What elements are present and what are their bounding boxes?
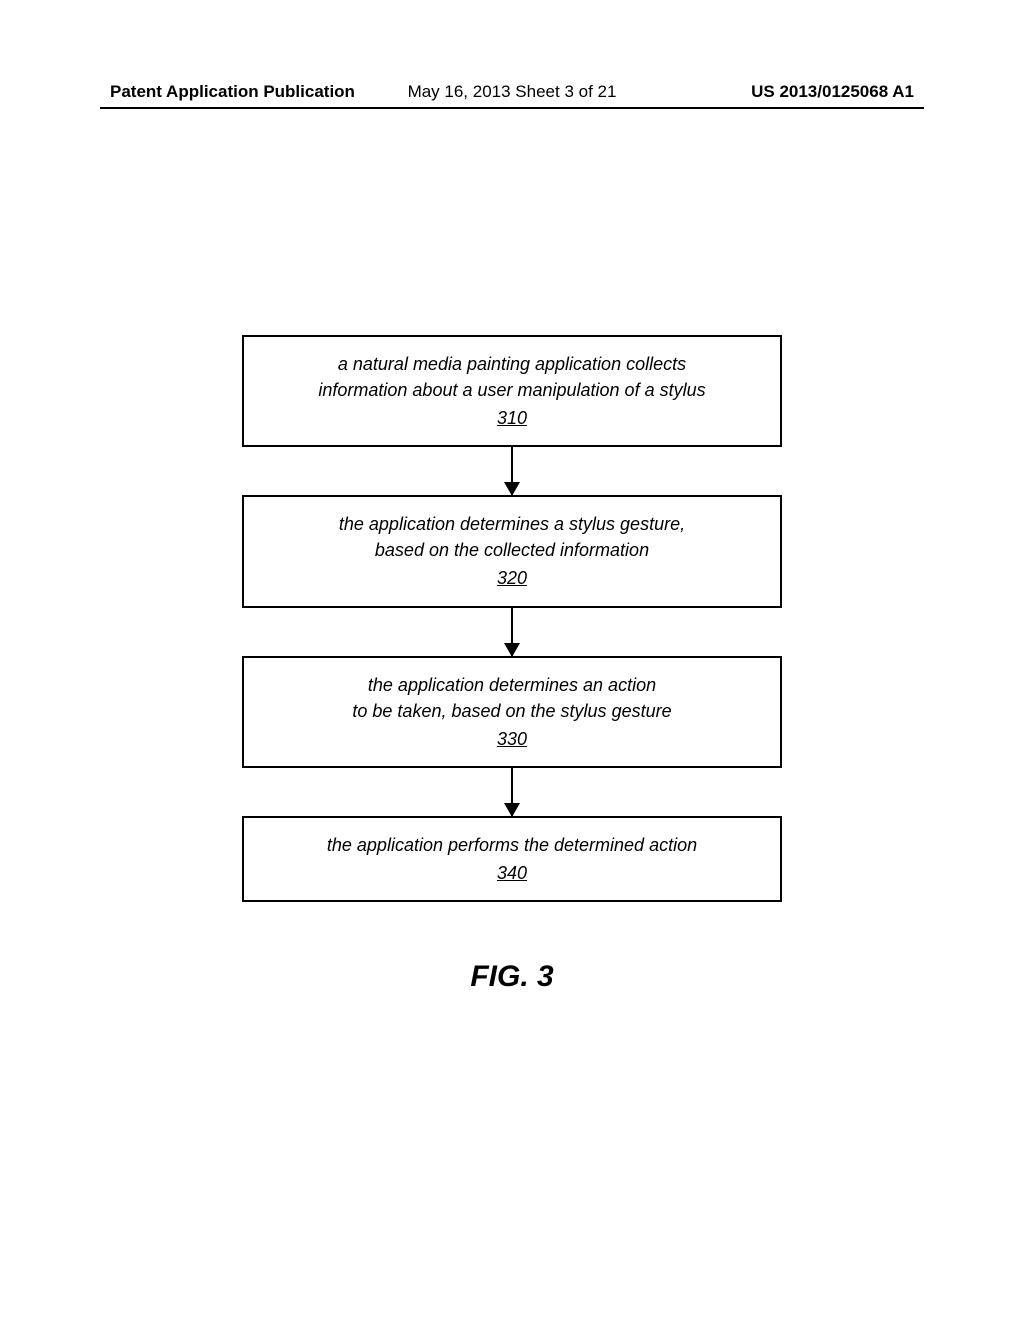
flow-step-text: to be taken, based on the stylus gesture bbox=[352, 701, 671, 721]
flow-arrow bbox=[511, 608, 513, 656]
flow-arrow bbox=[511, 447, 513, 495]
flow-step-text: a natural media painting application col… bbox=[338, 354, 686, 374]
figure-label: FIG. 3 bbox=[470, 960, 553, 994]
header-sheet-info: May 16, 2013 Sheet 3 of 21 bbox=[408, 82, 617, 102]
flow-step-text: information about a user manipulation of… bbox=[318, 380, 705, 400]
flow-step-ref: 340 bbox=[264, 860, 760, 886]
flow-step-text: the application performs the determined … bbox=[327, 835, 697, 855]
flow-step-text: based on the collected information bbox=[375, 540, 649, 560]
page-header: Patent Application Publication May 16, 2… bbox=[0, 82, 1024, 102]
flow-step-text: the application determines an action bbox=[368, 675, 656, 695]
flow-step-text: the application determines a stylus gest… bbox=[339, 514, 685, 534]
flow-step-330: the application determines an action to … bbox=[242, 656, 782, 768]
flow-arrow bbox=[511, 768, 513, 816]
flow-step-320: the application determines a stylus gest… bbox=[242, 495, 782, 607]
flowchart: a natural media painting application col… bbox=[242, 335, 782, 902]
header-publication: Patent Application Publication bbox=[110, 82, 355, 102]
flow-step-ref: 320 bbox=[264, 565, 760, 591]
flow-step-ref: 310 bbox=[264, 405, 760, 431]
flow-step-310: a natural media painting application col… bbox=[242, 335, 782, 447]
header-reference-number: US 2013/0125068 A1 bbox=[751, 82, 914, 102]
flow-step-ref: 330 bbox=[264, 726, 760, 752]
flow-step-340: the application performs the determined … bbox=[242, 816, 782, 902]
header-rule bbox=[100, 107, 924, 109]
